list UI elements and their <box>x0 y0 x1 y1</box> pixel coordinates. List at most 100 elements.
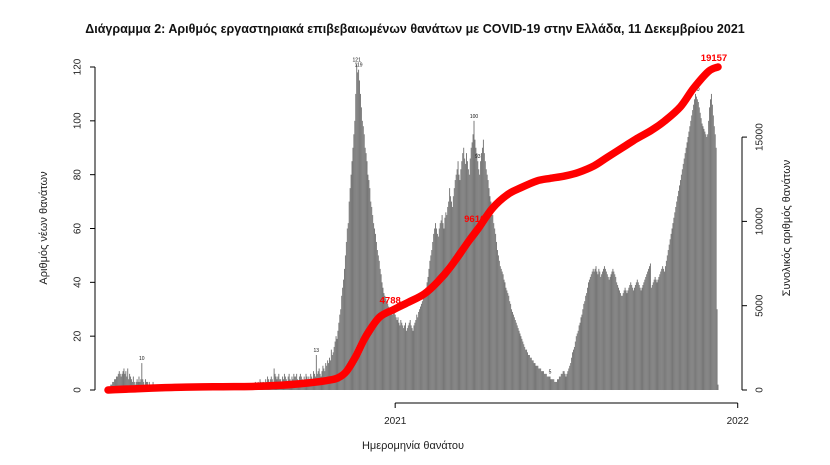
daily-death-bar <box>447 206 449 390</box>
daily-death-bar <box>121 373 123 390</box>
daily-death-bar <box>429 260 431 390</box>
daily-death-bar <box>473 120 475 390</box>
daily-death-bar <box>579 322 581 390</box>
daily-death-bar <box>351 161 353 390</box>
daily-death-bar <box>636 279 638 390</box>
daily-death-bar <box>450 196 452 390</box>
daily-death-bar <box>602 271 604 390</box>
daily-death-bar <box>514 320 516 390</box>
daily-death-bar <box>435 223 437 390</box>
daily-death-bar <box>432 241 434 390</box>
daily-death-bar <box>527 355 529 390</box>
daily-death-bar <box>479 174 481 390</box>
daily-death-bar <box>572 352 574 390</box>
daily-death-bar <box>639 287 641 390</box>
y-tick-label: 80 <box>73 169 84 181</box>
daily-death-bar <box>524 346 526 390</box>
daily-death-bar <box>413 325 415 390</box>
daily-death-bar <box>396 320 398 390</box>
daily-death-bar <box>126 376 128 390</box>
y2-axis-label: Συνολικός αριθμός θανάτων <box>781 159 793 296</box>
daily-death-bar <box>140 379 142 390</box>
daily-death-bar <box>401 322 403 390</box>
daily-death-bar <box>456 169 458 390</box>
daily-death-bar <box>683 158 685 390</box>
daily-death-bar <box>370 201 372 390</box>
daily-death-bar <box>634 285 636 390</box>
daily-death-bar <box>549 376 551 390</box>
daily-death-bar <box>711 104 713 391</box>
bar-value-label: 93 <box>475 154 481 160</box>
daily-death-bar <box>477 161 479 390</box>
daily-death-bar <box>436 233 438 390</box>
daily-death-bar <box>502 274 504 390</box>
daily-death-bar <box>626 293 628 390</box>
daily-death-bar <box>706 136 708 390</box>
daily-death-bar <box>712 115 714 390</box>
daily-death-bar <box>530 357 532 390</box>
daily-death-bar <box>353 134 355 390</box>
daily-death-bar <box>578 325 580 390</box>
daily-death-bar <box>717 384 719 390</box>
daily-death-bar <box>327 360 329 390</box>
daily-death-bar <box>710 93 712 391</box>
daily-death-bar <box>631 285 633 390</box>
daily-death-bar <box>489 196 491 390</box>
daily-death-bar <box>388 306 390 390</box>
daily-death-bar <box>622 293 624 390</box>
daily-death-bar <box>527 352 528 390</box>
daily-death-bar <box>550 379 552 390</box>
daily-death-bar <box>119 373 121 390</box>
daily-death-bar <box>573 346 575 390</box>
daily-death-bar <box>492 215 494 390</box>
daily-death-bar <box>415 320 417 390</box>
daily-death-bar <box>540 368 542 390</box>
daily-death-bar <box>685 147 687 390</box>
daily-death-bar <box>416 314 418 390</box>
daily-death-bar <box>441 215 443 390</box>
daily-death-bar <box>630 282 632 390</box>
daily-death-bar <box>395 317 397 390</box>
daily-death-bar <box>410 325 412 390</box>
daily-death-bar <box>665 260 667 390</box>
daily-death-bar <box>438 228 440 390</box>
daily-death-bar <box>564 373 566 390</box>
daily-death-bar <box>400 320 402 390</box>
daily-death-bar <box>615 276 617 390</box>
daily-death-bar <box>654 276 656 390</box>
daily-death-bar <box>588 282 589 390</box>
daily-death-bar <box>673 217 675 390</box>
daily-death-bar <box>563 371 565 390</box>
daily-death-bar <box>605 271 607 390</box>
daily-death-bar <box>562 371 564 390</box>
daily-death-bar <box>666 255 668 390</box>
x-axis-label: Ημερομηνία θανάτου <box>362 440 464 452</box>
daily-death-bar <box>465 163 467 390</box>
daily-death-bar <box>482 139 484 390</box>
daily-death-bar <box>584 301 586 390</box>
daily-death-bar <box>444 217 446 390</box>
y-tick-label: 40 <box>73 276 84 288</box>
daily-death-bar <box>393 309 395 390</box>
daily-death-bar <box>655 279 657 390</box>
daily-death-bar <box>633 290 635 390</box>
bar-value-label: 121 <box>353 57 362 63</box>
daily-death-bar <box>409 320 411 390</box>
y2-tick-label: 15000 <box>755 123 766 151</box>
daily-death-bar <box>555 381 557 390</box>
daily-death-bar <box>334 341 336 390</box>
daily-death-bar <box>645 276 647 390</box>
daily-death-bar <box>474 139 476 390</box>
cumulative-labels: 4788 9616 19157 <box>380 53 728 306</box>
daily-death-bar <box>558 376 560 390</box>
daily-death-bar <box>471 142 473 390</box>
daily-death-bar <box>362 126 364 390</box>
x-ticks: 2021 2022 <box>384 403 749 427</box>
daily-death-bar <box>671 228 673 390</box>
daily-death-bar <box>695 96 697 391</box>
daily-death-bar <box>391 314 393 390</box>
daily-death-bar <box>505 287 507 390</box>
daily-death-bar <box>485 169 487 390</box>
chart-title: Διάγραμμα 2: Αριθμός εργαστηριακά επιβεβ… <box>85 22 745 36</box>
daily-death-bar <box>697 101 699 391</box>
